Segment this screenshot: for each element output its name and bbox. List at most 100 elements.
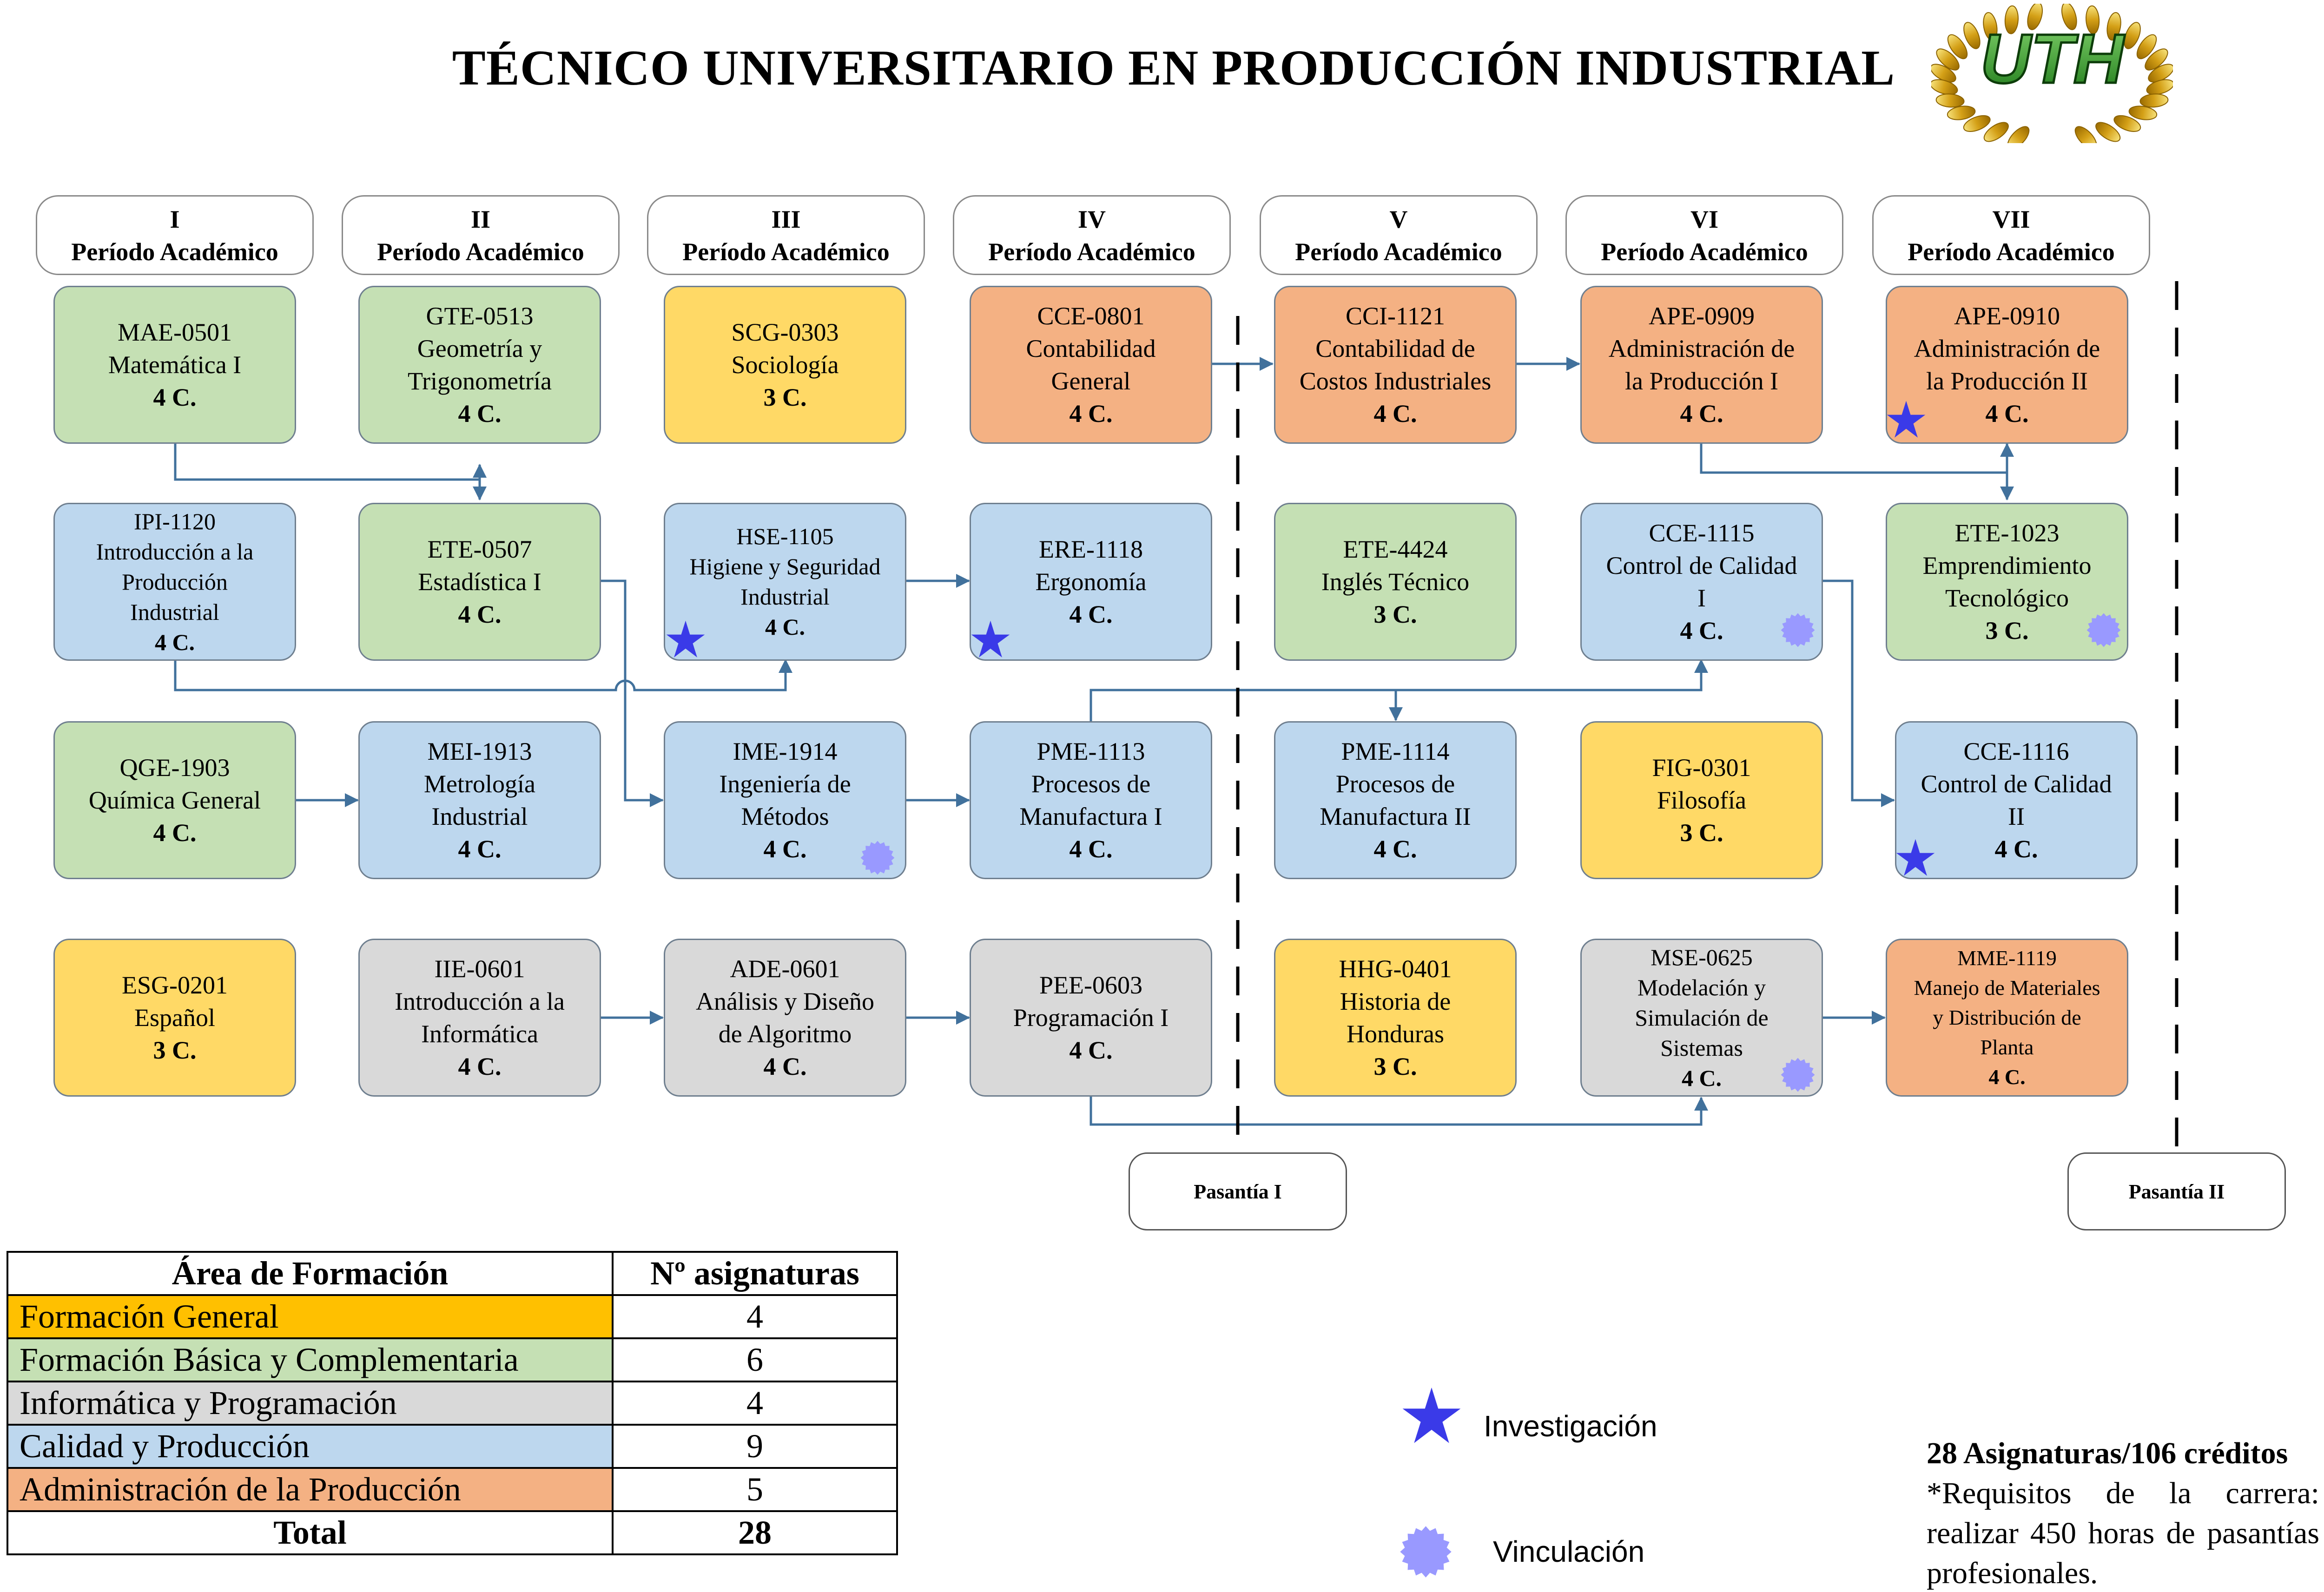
count-cell: 4 [612, 1294, 898, 1339]
course-name: Contabilidad [1026, 335, 1156, 362]
course-name: de Algoritmo [718, 1020, 852, 1048]
course-ete0507[interactable]: ETE-0507 Estadística I 4 C. [358, 503, 601, 661]
course-credits: 4 C. [458, 835, 502, 863]
course-name: I [1697, 584, 1706, 612]
course-code: PME-1114 [1341, 737, 1450, 765]
course-code: IME-1914 [733, 737, 838, 765]
course-gte0513[interactable]: GTE-0513 Geometría y Trigonometría 4 C. [358, 286, 601, 444]
course-ape0910[interactable]: APE-0910 Administración de la Producción I… [1886, 286, 2128, 444]
course-code: ESG-0201 [122, 971, 228, 999]
course-cce1116[interactable]: CCE-1116 Control de Calidad II 4 C. [1895, 721, 2138, 879]
course-credits: 4 C. [763, 835, 807, 863]
course-name: Química General [88, 786, 261, 814]
course-credits: 4 C. [1373, 400, 1417, 428]
course-name: Procesos de [1335, 770, 1455, 798]
course-pme1114[interactable]: PME-1114 Procesos de Manufactura II 4 C. [1274, 721, 1517, 879]
course-name: Industrial [740, 584, 830, 610]
total-label: Total [7, 1510, 614, 1555]
course-code: MAE-0501 [118, 318, 232, 346]
header-count: Nº asignaturas [612, 1251, 898, 1296]
course-name: Manufactura I [1019, 803, 1162, 830]
period-header-6: VI Período Académico [1565, 195, 1843, 275]
course-name: Estadística I [418, 568, 541, 596]
course-name: II [2008, 803, 2025, 830]
course-name: Sociología [731, 351, 839, 379]
course-name: Geometría y [417, 335, 542, 362]
course-code: HHG-0401 [1339, 955, 1452, 983]
course-name: Español [134, 1004, 215, 1032]
course-esg0201[interactable]: ESG-0201 Español 3 C. [53, 939, 296, 1097]
course-name: Trigonometría [408, 367, 552, 395]
course-mme1119[interactable]: MME-1119 Manejo de Materiales y Distribuci… [1886, 939, 2128, 1097]
course-fig0301[interactable]: FIG-0301 Filosofía 3 C. [1580, 721, 1823, 879]
course-code: PEE-0603 [1039, 971, 1142, 999]
course-name: Industrial [431, 803, 528, 830]
course-credits: 4 C. [1988, 1065, 2026, 1089]
course-credits: 3 C. [1373, 600, 1417, 628]
course-code: CCE-1116 [1963, 737, 2069, 765]
link-pee0603-mse0625 [1089, 1097, 1708, 1126]
course-name: Control de Calidad [1606, 552, 1797, 579]
course-code: SCG-0303 [731, 318, 839, 346]
course-ere1118[interactable]: ERE-1118 Ergonomía 4 C. [970, 503, 1212, 661]
total-row: Total 28 [7, 1510, 898, 1555]
count-cell: 6 [612, 1337, 898, 1382]
course-name: Ergonomía [1035, 568, 1147, 596]
course-name: Métodos [741, 803, 829, 830]
area-cell: Informática y Programación [7, 1381, 614, 1426]
header-area: Área de Formación [7, 1251, 614, 1296]
course-pme1113[interactable]: PME-1113 Procesos de Manufactura I 4 C. [970, 721, 1212, 879]
vinculacion-sun-icon [860, 841, 895, 875]
course-code: ETE-1023 [1954, 519, 2060, 547]
table-row: Calidad y Producción 9 [7, 1424, 898, 1469]
course-ade0601[interactable]: ADE-0601 Análisis y Diseño de Algoritmo 4 C… [664, 939, 906, 1097]
course-name: Modelación y [1637, 974, 1766, 1000]
course-pee0603[interactable]: PEE-0603 Programación I 4 C. [970, 939, 1212, 1097]
course-ete4424[interactable]: ETE-4424 Inglés Técnico 3 C. [1274, 503, 1517, 661]
course-code: QGE-1903 [119, 754, 230, 782]
credits-footnote: 28 Asignaturas/106 créditos *Requisitos … [1927, 1434, 2319, 1592]
course-name: Manufactura II [1320, 803, 1471, 830]
course-credits: 4 C. [1680, 400, 1723, 428]
link-ape0909-ete1023 [1700, 444, 2007, 474]
link-ete0507-ime1914 [601, 579, 664, 807]
course-credits: 4 C. [1985, 400, 2029, 428]
course-cce1115[interactable]: CCE-1115 Control de Calidad I 4 C. [1580, 503, 1823, 661]
course-cci1121[interactable]: CCI-1121 Contabilidad de Costos Industrial… [1274, 286, 1517, 444]
page-title: TÉCNICO UNIVERSITARIO EN PRODUCCIÓN INDU… [452, 40, 1895, 96]
course-name: y Distribución de [1933, 1006, 2081, 1029]
course-credits: 4 C. [153, 383, 197, 411]
table-row: Formación Básica y Complementaria 6 [7, 1337, 898, 1382]
course-mse0625[interactable]: MSE-0625 Modelación y Simulación de Sistema… [1580, 939, 1823, 1097]
course-ipi1120[interactable]: IPI-1120 Introducción a la Producción Indus… [53, 503, 296, 661]
link-cce1115-cce1116 [1823, 579, 1895, 807]
course-mei1913[interactable]: MEI-1913 Metrología Industrial 4 C. [358, 721, 601, 879]
course-code: ADE-0601 [730, 955, 840, 983]
course-code: APE-0909 [1649, 302, 1755, 330]
course-cce0801[interactable]: CCE-0801 Contabilidad General 4 C. [970, 286, 1212, 444]
count-cell: 4 [612, 1381, 898, 1426]
course-iie0601[interactable]: IIE-0601 Introducción a la Informática 4 C. [358, 939, 601, 1097]
course-mae0501[interactable]: MAE-0501 Matemática I 4 C. [53, 286, 296, 444]
count-cell: 5 [612, 1467, 898, 1512]
course-hse1105[interactable]: HSE-1105 Higiene y Seguridad Industrial 4 C… [664, 503, 906, 661]
course-code: IIE-0601 [434, 955, 525, 983]
legend-sun-icon [1400, 1526, 1452, 1578]
count-cell: 9 [612, 1424, 898, 1469]
course-name: Costos Industriales [1299, 367, 1492, 395]
course-code: CCI-1121 [1346, 302, 1445, 330]
investigacion-star-icon [1896, 839, 1935, 876]
course-name: Metrología [424, 770, 535, 798]
course-name: Introducción a la [96, 538, 254, 565]
course-hhg0401[interactable]: HHG-0401 Historia de Honduras 3 C. [1274, 939, 1517, 1097]
vinculacion-sun-icon [1781, 1058, 1815, 1092]
course-qge1903[interactable]: QGE-1903 Química General 4 C. [53, 721, 296, 879]
course-name: Producción [122, 568, 228, 595]
link-mae0501-ete0507 [174, 444, 480, 481]
course-ete1023[interactable]: ETE-1023 Emprendimiento Tecnológico 3 C. [1886, 503, 2128, 661]
course-ape0909[interactable]: APE-0909 Administración de la Producción I… [1580, 286, 1823, 444]
course-credits: 4 C. [1681, 1065, 1722, 1091]
course-code: FIG-0301 [1652, 754, 1751, 782]
course-scg0303[interactable]: SCG-0303 Sociología 3 C. [664, 286, 906, 444]
